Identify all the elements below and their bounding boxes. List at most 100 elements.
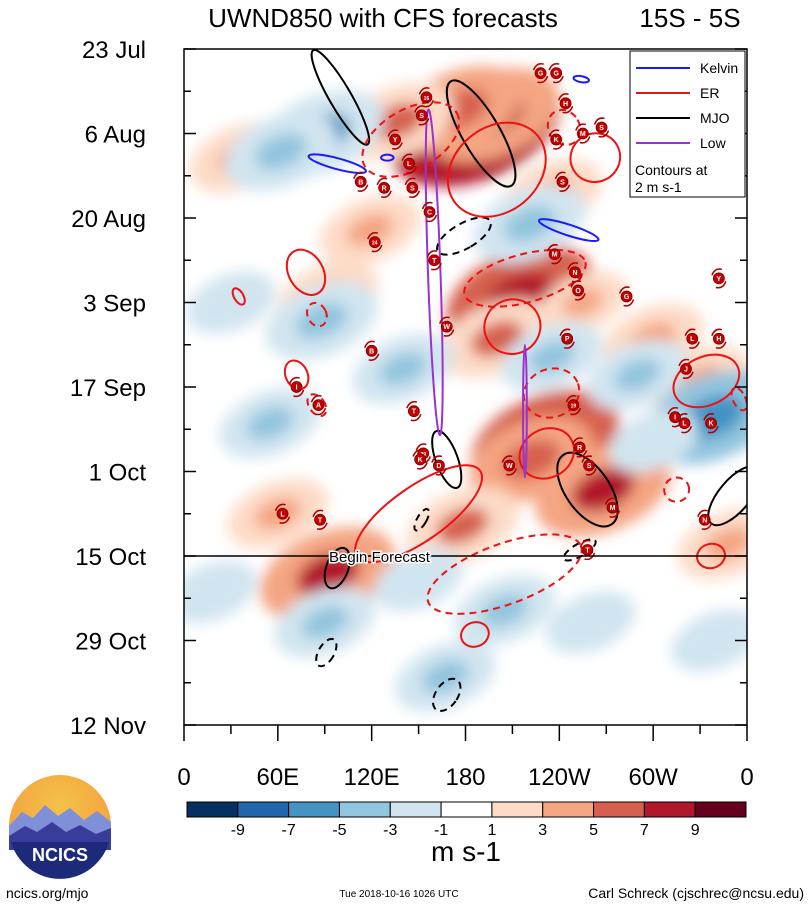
storm-dot (583, 459, 595, 472)
er-contour-solid (460, 621, 490, 648)
mjo-contour-dashed (413, 508, 430, 532)
storm-arms (565, 394, 582, 416)
storm-marker: B (363, 340, 380, 361)
storm-label: N (572, 270, 577, 277)
low-contour-solid (522, 343, 528, 479)
storm-dot (548, 248, 561, 261)
storm-label: L (280, 511, 285, 518)
mjo-contour-dashed (436, 216, 492, 256)
storm-marker: S (554, 171, 571, 192)
storm-dot (312, 399, 325, 412)
storm-label: K (708, 421, 713, 428)
storm-marker: Y (711, 268, 727, 289)
storm-label: R (577, 445, 582, 452)
storm-label: H (563, 101, 568, 108)
storm-label: P (565, 336, 570, 343)
storm-arms (274, 503, 291, 524)
legend-label-kelvin: Kelvin (700, 60, 738, 76)
anomaly-core (398, 565, 440, 595)
storm-marker: S (593, 117, 610, 138)
storm-arms (406, 401, 422, 422)
storm-marker: K (548, 129, 564, 150)
x-tick-label: 120W (528, 764, 591, 791)
storm-marker: T (312, 509, 328, 530)
storm-arms (554, 171, 571, 192)
storm-label: S (587, 463, 592, 470)
er-contour-solid (446, 121, 547, 218)
storm-dot (415, 109, 428, 122)
storm-label: W (443, 324, 450, 331)
storm-arms (579, 539, 596, 561)
anomaly-core (502, 439, 560, 480)
storm-arms (404, 177, 421, 198)
storm-dot (572, 284, 584, 297)
x-tick-label: 180 (445, 764, 485, 791)
storm-label: T (412, 409, 417, 416)
storm-dot (368, 236, 381, 249)
storm-dot (389, 133, 402, 146)
colorbar-tick-label: 9 (691, 822, 700, 839)
storm-arms (426, 250, 442, 271)
storm-label: K (418, 457, 423, 464)
legend: Kelvin ER MJO Low Contours at 2 m s-1 (629, 50, 746, 198)
storm-dot (406, 181, 419, 194)
kelvin-contour-solid (572, 74, 590, 84)
storm-arms (571, 437, 588, 458)
colorbar-tick-label: -9 (231, 822, 245, 839)
er-contour-dashed (306, 393, 328, 417)
storm-arms (604, 497, 621, 518)
storm-marker: A (310, 394, 327, 416)
colorbar-swatch (288, 801, 340, 818)
storm-label: L (407, 161, 412, 168)
y-tick-label: 17 Sep (70, 375, 146, 402)
storm-dot (503, 459, 516, 472)
kelvin-contour-solid (307, 153, 367, 174)
anomaly-core (295, 302, 348, 339)
storm-label: I (296, 385, 298, 392)
storm-marker: T (426, 250, 442, 271)
footer-author: Carl Schreck (cjschrec@ncsu.edu) (588, 885, 804, 901)
storm-dot (712, 332, 725, 345)
low-contour-solid (424, 108, 444, 437)
storm-dot (440, 320, 453, 333)
anomaly-core (191, 577, 233, 607)
er-contour-solid (518, 427, 576, 480)
storm-arms (367, 232, 383, 253)
storm-label: A (316, 403, 321, 410)
mjo-contour-solid (310, 49, 371, 146)
colorbar-tick-label: -5 (332, 822, 346, 839)
x-tick-label: 120E (344, 764, 400, 791)
storm-label: J (684, 366, 688, 373)
storm-dot (433, 459, 445, 472)
storm-marker: L (676, 413, 693, 434)
storm-marker: G (548, 63, 564, 84)
storm-arms (559, 328, 575, 349)
storm-marker: O (570, 280, 586, 301)
colorbar-tick-label: 3 (538, 822, 547, 839)
storm-dot (407, 405, 420, 418)
footer-timestamp: Tue 2018-10-16 1026 UTC (339, 889, 458, 900)
storm-marker: K (703, 413, 719, 434)
er-contour-dashed (522, 367, 581, 419)
storm-arms (703, 413, 719, 434)
anomaly-core (246, 406, 294, 440)
legend-label-er: ER (700, 85, 719, 101)
storm-marker: L (401, 153, 417, 174)
forecast-line-group: Begin Forecast (184, 548, 747, 568)
logo-lower-band (11, 842, 109, 879)
storm-marker: K (412, 449, 428, 470)
x-tick-label: 0 (177, 764, 190, 791)
storm-dot (550, 133, 563, 146)
legend-label-mjo: MJO (700, 110, 730, 126)
storm-arms (312, 509, 328, 530)
storm-marker: T (406, 401, 422, 422)
colorbar-swatch (186, 801, 239, 818)
storm-marker: H (711, 328, 727, 349)
storm-arms (501, 455, 517, 476)
storm-dot (698, 513, 711, 526)
y-tick-label: 1 Oct (89, 460, 147, 487)
storm-dot (550, 67, 563, 80)
storm-dot (354, 175, 367, 188)
storm-dot (561, 332, 574, 345)
